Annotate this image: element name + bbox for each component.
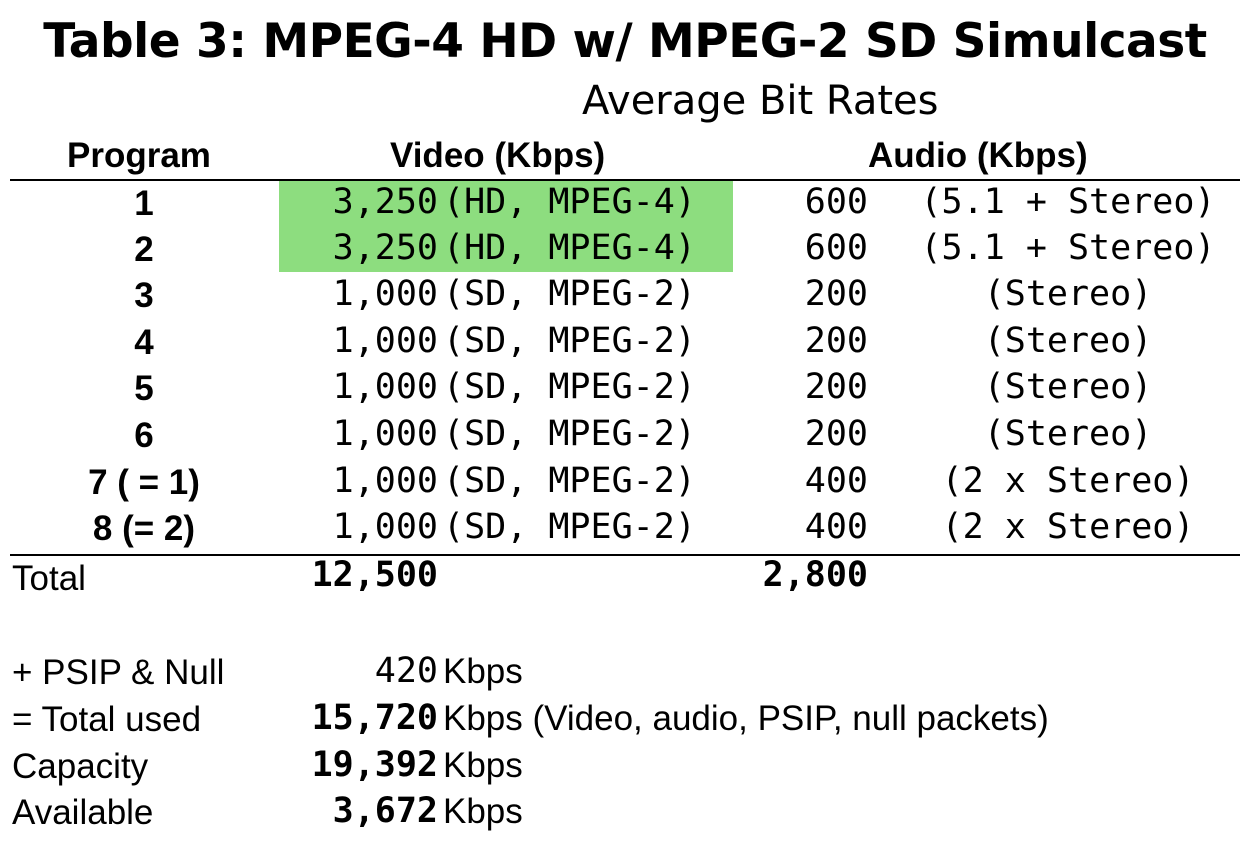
table-title: Table 3: MPEG-4 HD w/ MPEG-2 SD Simulcas… <box>43 14 1207 69</box>
total-audio: 2,800 <box>762 555 868 595</box>
video-desc-cell: (SD, MPEG-2) <box>443 461 696 501</box>
audio-rate-cell: 200 <box>804 274 868 314</box>
video-desc-cell: (HD, MPEG-4) <box>443 228 696 268</box>
program-cell: 8 (= 2) <box>92 509 196 548</box>
video-desc-cell: (SD, MPEG-2) <box>443 321 696 361</box>
header-video: Video (Kbps) <box>390 136 606 175</box>
summary-value: 19,392 <box>311 745 438 785</box>
video-rate-cell: 1,000 <box>332 507 438 547</box>
program-cell: 7 ( = 1) <box>88 463 200 502</box>
audio-rate-cell: 400 <box>804 461 868 501</box>
audio-rate-cell: 600 <box>804 182 868 222</box>
video-rate-cell: 3,250 <box>332 228 438 268</box>
header-rule <box>10 179 1240 181</box>
audio-rate-cell: 200 <box>804 414 868 454</box>
summary-label: = Total used <box>12 700 202 739</box>
program-cell: 3 <box>134 276 154 315</box>
audio-rate-cell: 200 <box>804 321 868 361</box>
program-cell: 2 <box>134 230 154 269</box>
summary-unit: Kbps <box>443 652 523 691</box>
video-desc-cell: (SD, MPEG-2) <box>443 507 696 547</box>
summary-value: 15,720 <box>311 698 438 738</box>
audio-desc-cell: (Stereo) <box>983 414 1153 454</box>
audio-desc-cell: (Stereo) <box>983 321 1153 361</box>
table-subtitle: Average Bit Rates <box>582 78 939 124</box>
summary-value: 3,672 <box>332 791 438 831</box>
audio-desc-cell: (Stereo) <box>983 274 1153 314</box>
audio-rate-cell: 200 <box>804 367 868 407</box>
audio-desc-cell: (Stereo) <box>983 367 1153 407</box>
video-rate-cell: 1,000 <box>332 321 438 361</box>
audio-rate-cell: 600 <box>804 228 868 268</box>
total-video: 12,500 <box>311 555 438 595</box>
summary-label: Available <box>12 793 154 832</box>
total-rule <box>10 554 1240 556</box>
audio-rate-cell: 400 <box>804 507 868 547</box>
total-label: Total <box>12 559 86 598</box>
header-program: Program <box>67 136 211 175</box>
video-rate-cell: 1,000 <box>332 461 438 501</box>
program-cell: 1 <box>134 184 154 223</box>
video-rate-cell: 3,250 <box>332 182 438 222</box>
summary-label: Capacity <box>12 747 149 786</box>
video-rate-cell: 1,000 <box>332 414 438 454</box>
program-cell: 6 <box>134 416 154 455</box>
summary-value: 420 <box>374 651 438 691</box>
video-rate-cell: 1,000 <box>332 274 438 314</box>
summary-unit: Kbps (Video, audio, PSIP, null packets) <box>443 699 1049 738</box>
hd-highlight <box>279 181 733 272</box>
program-cell: 5 <box>134 369 154 408</box>
summary-label: + PSIP & Null <box>12 653 225 692</box>
audio-desc-cell: (5.1 + Stereo) <box>920 228 1216 268</box>
video-rate-cell: 1,000 <box>332 367 438 407</box>
header-audio: Audio (Kbps) <box>868 136 1088 175</box>
video-desc-cell: (SD, MPEG-2) <box>443 414 696 454</box>
audio-desc-cell: (2 x Stereo) <box>941 507 1195 547</box>
video-desc-cell: (HD, MPEG-4) <box>443 182 696 222</box>
video-desc-cell: (SD, MPEG-2) <box>443 274 696 314</box>
program-cell: 4 <box>134 323 154 362</box>
audio-desc-cell: (2 x Stereo) <box>941 461 1195 501</box>
video-desc-cell: (SD, MPEG-2) <box>443 367 696 407</box>
summary-unit: Kbps <box>443 746 523 785</box>
audio-desc-cell: (5.1 + Stereo) <box>920 182 1216 222</box>
summary-unit: Kbps <box>443 792 523 831</box>
